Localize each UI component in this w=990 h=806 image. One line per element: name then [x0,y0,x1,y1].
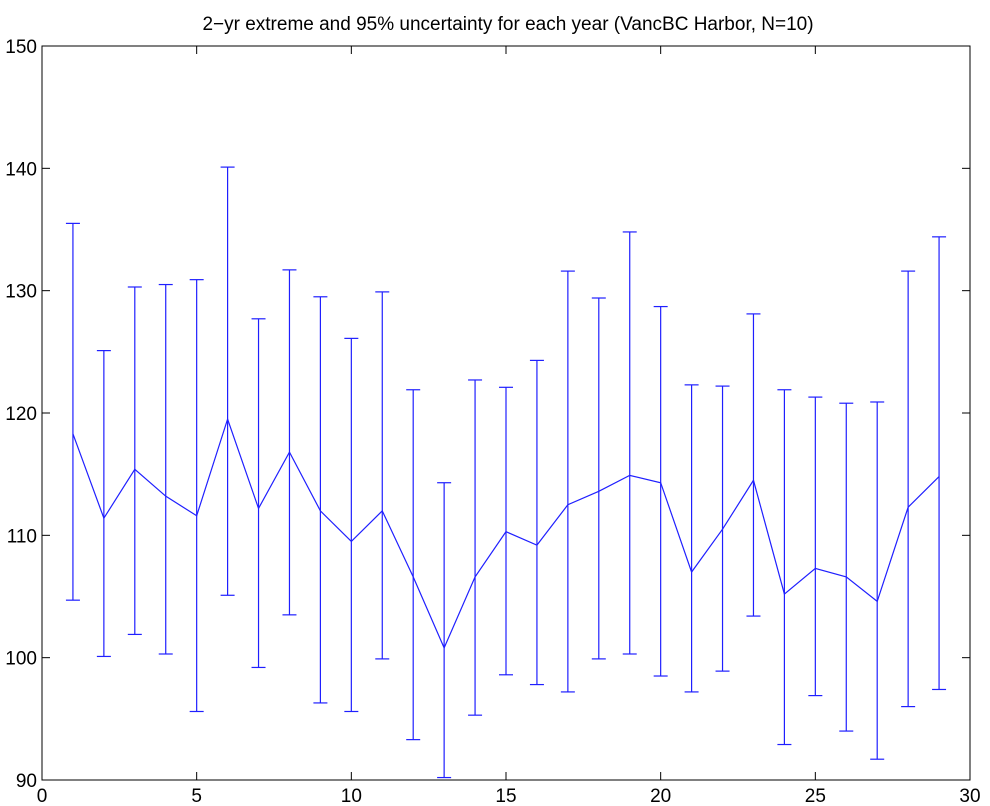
errorbars-group [65,166,947,779]
x-tick-label: 20 [650,786,671,806]
y-tick-label: 150 [5,37,37,58]
chart-title: 2−yr extreme and 95% uncertainty for eac… [202,14,813,35]
x-tick-label: 30 [959,786,980,806]
x-tick-label: 15 [495,786,516,806]
y-tick-label: 140 [5,159,37,180]
x-tick-label: 5 [191,786,202,806]
x-tick-label: 25 [805,786,826,806]
y-tick-label: 130 [5,282,37,303]
x-tick-labels: 0 5 10 15 20 25 30 [37,786,981,806]
y-tick-label: 120 [5,404,37,425]
series-line [72,417,940,650]
x-tick-label: 10 [341,786,362,806]
plot-frame [41,45,971,781]
y-tick-label: 100 [5,649,37,670]
y-tick-label: 90 [16,771,37,792]
y-tick-labels: 90 100 110 120 130 140 150 [5,37,37,792]
x-tick-label: 0 [37,786,48,806]
y-tick-label: 110 [7,526,37,547]
